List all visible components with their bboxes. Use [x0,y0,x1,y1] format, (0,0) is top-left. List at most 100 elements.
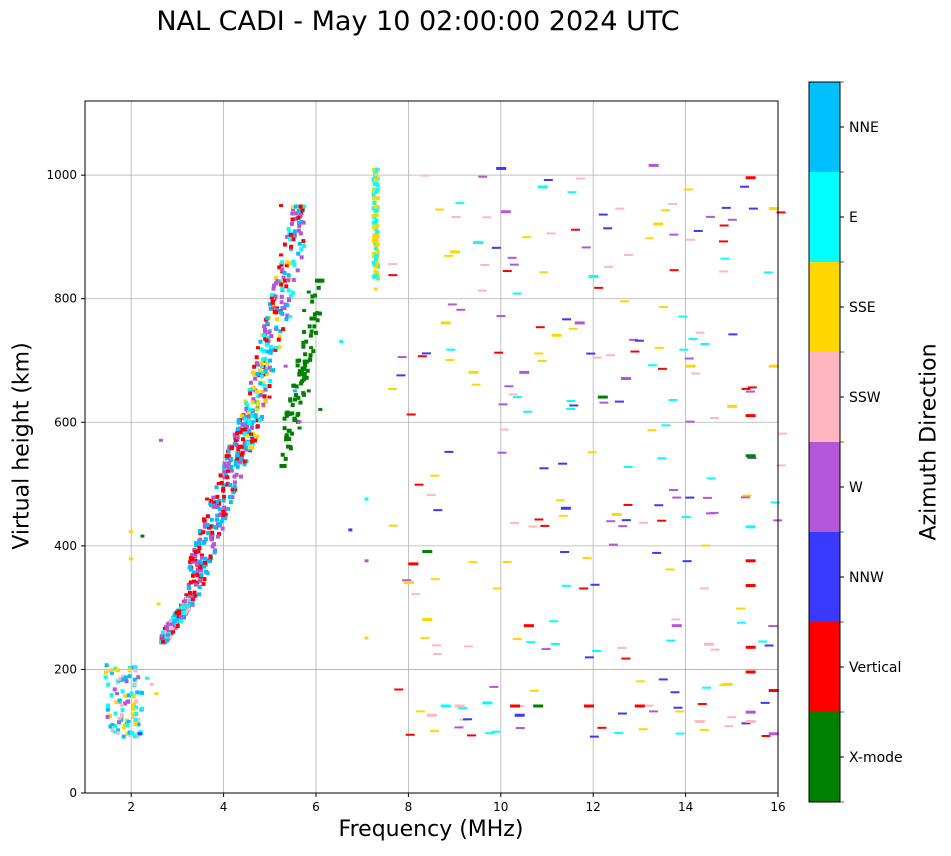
echo-point [748,207,758,210]
echo-point [312,316,317,321]
echo-point [130,731,135,736]
echo-point [540,524,550,527]
echo-point [374,254,379,259]
echo-point [512,638,522,641]
echo-point [435,208,445,211]
echo-point [471,383,481,386]
echo-point [227,445,232,450]
echo-point [195,567,200,572]
echo-point [227,494,232,499]
echo-point [635,680,645,683]
echo-point [289,293,294,298]
echo-point [249,421,254,426]
echo-point [222,475,227,480]
echo-point [685,420,695,423]
echo-point [175,618,180,621]
echo-point [195,580,200,585]
echo-point [205,497,210,501]
echo-point [211,495,216,500]
echo-point [215,513,220,518]
echo-point [105,707,110,712]
echo-point [375,183,380,188]
echo-point [258,381,263,386]
echo-point [348,528,353,532]
echo-point [480,264,490,267]
echo-point [133,718,138,722]
echo-point [193,541,198,546]
y-tick-label: 800 [54,292,77,306]
echo-point [125,699,130,704]
echo-point [285,260,290,265]
echo-point [253,438,258,443]
echo-point [165,637,170,642]
echo-point [445,359,455,362]
echo-point [249,425,254,430]
echo-point [290,211,295,216]
echo-point [582,557,592,560]
echo-point [555,499,565,502]
echo-point [648,163,659,167]
echo-point [195,573,200,578]
echo-point [212,500,217,504]
echo-point [274,325,279,330]
echo-point [206,531,211,536]
echo-point [292,416,297,421]
echo-point [768,732,779,736]
echo-point [179,605,184,609]
echo-point [268,378,273,383]
echo-point [768,207,779,211]
echo-point [371,192,376,197]
echo-point [134,699,139,704]
echo-point [647,364,657,367]
echo-point [299,255,304,260]
echo-point [284,284,289,289]
echo-point [535,326,545,329]
echo-point [291,383,296,388]
echo-point [135,734,140,739]
echo-point [371,196,376,201]
echo-point [263,369,268,374]
echo-point [149,682,154,686]
echo-point [583,704,594,708]
echo-point [639,521,649,524]
echo-point [672,496,682,499]
echo-point [234,459,239,464]
echo-point [160,630,165,635]
echo-point [658,678,668,681]
echo-point [210,532,215,537]
echo-point [768,625,778,628]
echo-point [373,242,378,247]
echo-point [492,587,502,590]
echo-point [293,393,298,398]
echo-point [280,452,285,457]
echo-point [298,231,303,236]
echo-point [280,311,285,316]
echo-point [197,585,202,590]
echo-point [208,503,213,508]
echo-point [307,357,312,362]
echo-point [265,349,270,354]
echo-point [228,500,233,505]
echo-point [235,464,240,469]
echo-point [106,682,111,687]
echo-point [691,372,701,375]
echo-point [284,413,289,418]
echo-point [208,534,213,539]
echo-point [408,562,419,566]
echo-point [226,465,231,470]
echo-point [727,716,737,719]
echo-point [700,343,710,346]
echo-point [432,644,442,647]
echo-point [232,474,237,479]
echo-point [440,704,451,708]
echo-point [292,389,297,393]
colorbar-tick-label: Vertical [849,660,901,676]
echo-point [217,522,222,527]
echo-point [617,712,627,715]
echo-point [310,294,315,299]
echo-point [221,487,226,492]
echo-point [630,350,640,353]
echo-point [110,668,115,673]
echo-point [421,352,431,355]
echo-point [397,356,407,359]
